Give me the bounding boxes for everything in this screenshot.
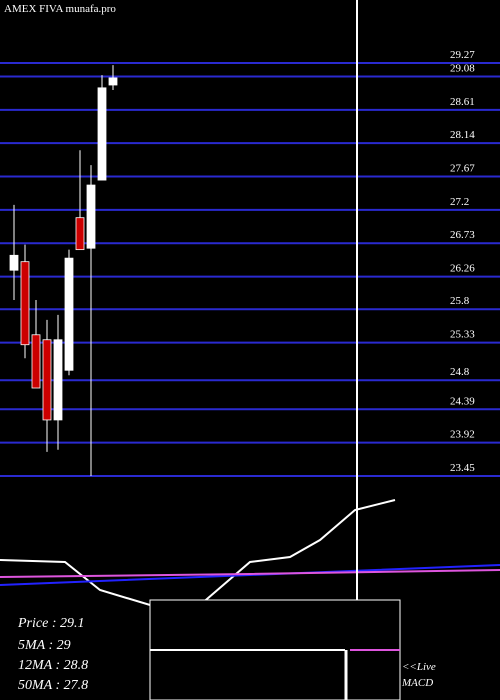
y-tick-label: 26.73 (450, 229, 475, 241)
chart-title: AMEX FIVA munafa.pro (4, 3, 116, 15)
ma12-label: 12MA : 28.8 (18, 658, 88, 673)
y-tick-label: 23.92 (450, 429, 475, 441)
y-tick-label: 27.67 (450, 163, 475, 175)
candle-body (31, 334, 41, 389)
candle-body (42, 339, 52, 421)
y-tick-label: 23.45 (450, 462, 475, 474)
candle-body (86, 184, 96, 249)
price-label: Price : 29.1 (17, 616, 84, 631)
candle-body (108, 77, 118, 86)
ma5-label: 5MA : 29 (18, 638, 71, 653)
y-tick-label: 28.14 (450, 129, 475, 141)
candle-body (9, 254, 19, 271)
candle-body (97, 87, 107, 181)
candle-body (64, 257, 74, 371)
live-label: <<Live (402, 661, 436, 673)
y-tick-label: 24.39 (450, 395, 475, 407)
y-tick-label: 29.27 (450, 49, 475, 61)
indicator-line (0, 569, 500, 578)
y-tick-label: 25.33 (450, 329, 475, 341)
y-tick-label: 27.2 (450, 196, 469, 208)
macd-label: MACD (401, 677, 433, 689)
y-tick-label: 28.61 (450, 96, 475, 108)
y-tick-label: 26.26 (450, 263, 475, 275)
y-tick-label: 25.8 (450, 295, 470, 307)
candle-body (53, 339, 63, 421)
y-tick-label: 29.08 (450, 62, 475, 74)
y-tick-label: 24.8 (450, 366, 470, 378)
candle-body (20, 261, 30, 346)
ma50-label: 50MA : 27.8 (18, 678, 88, 693)
candle-body (75, 217, 85, 251)
